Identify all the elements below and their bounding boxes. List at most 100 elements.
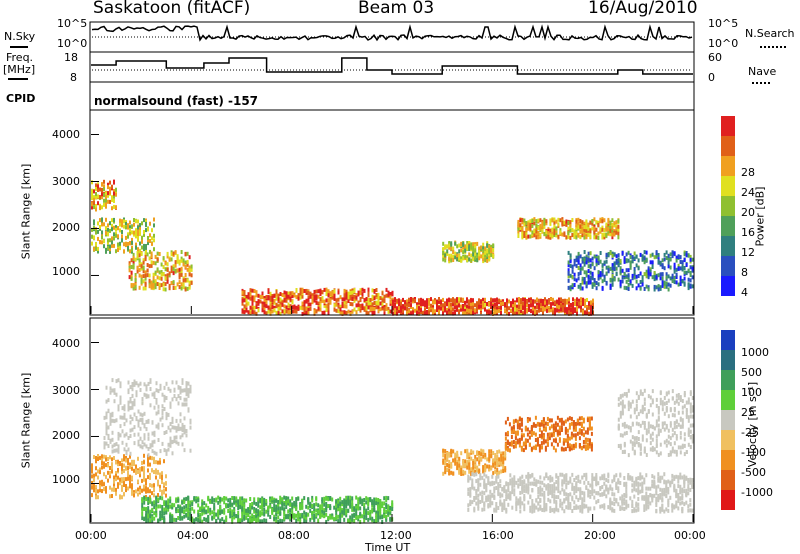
power-cell (464, 254, 467, 259)
velocity-cell (540, 430, 543, 435)
power-cell (137, 247, 139, 252)
velocity-cell (345, 513, 348, 518)
power-cell (529, 234, 532, 239)
power-cell (609, 220, 612, 225)
power-cell (319, 292, 322, 297)
velocity-cell (159, 484, 161, 489)
velocity-cell (255, 513, 258, 518)
power-cell (480, 245, 483, 250)
velocity-cell (169, 504, 172, 509)
power-cell (476, 241, 479, 246)
power-cell (406, 311, 408, 316)
velocity-cell (524, 439, 527, 444)
velocity-cell (514, 430, 517, 435)
velocity-cell (121, 470, 123, 475)
power-cell (555, 233, 558, 238)
power-cell (343, 289, 346, 294)
power-cell (492, 307, 494, 312)
power-cell (559, 218, 562, 223)
power-cell (470, 245, 473, 250)
velocity-cell (263, 500, 266, 504)
power-cell (121, 230, 123, 234)
power-cell (601, 286, 604, 291)
velocity-cell (291, 514, 294, 519)
power-cell (383, 299, 386, 303)
velocity-cell (115, 487, 117, 492)
power-cell (133, 222, 135, 227)
power-cell (158, 270, 161, 275)
velocity-cell (129, 428, 132, 433)
power-cell (611, 222, 614, 227)
power-cell (247, 292, 250, 297)
power-cell (572, 304, 574, 309)
power-cell (174, 269, 177, 274)
power-cell (498, 305, 500, 310)
power-cell (577, 272, 580, 277)
power-cell (667, 256, 670, 261)
power-cell (543, 224, 546, 229)
velocity-cell (301, 505, 304, 510)
velocity-cell (488, 453, 491, 458)
power-cell (158, 252, 161, 256)
power-cell (522, 305, 524, 310)
power-cell (587, 226, 590, 231)
power-cell (625, 274, 628, 279)
power-cell (454, 255, 457, 259)
velocity-cell (159, 474, 161, 479)
velocity-cell (295, 497, 298, 502)
velocity-cell (97, 454, 99, 459)
velocity-cell (265, 518, 268, 523)
velocity-cell (119, 461, 121, 465)
power-cell (593, 278, 596, 282)
power-cell (245, 299, 248, 304)
power-cell (623, 272, 626, 277)
power-cell (595, 233, 598, 237)
velocity-cell (317, 503, 320, 508)
velocity-cell (139, 381, 142, 386)
velocity-cell (171, 505, 174, 510)
velocity-cell (371, 509, 374, 514)
power-cell (504, 308, 506, 313)
velocity-cell (145, 497, 148, 502)
power-cell (524, 307, 526, 312)
power-cell (180, 250, 183, 254)
power-cell (428, 298, 430, 302)
power-cell (137, 228, 139, 233)
velocity-cell (542, 421, 545, 426)
power-cell (488, 302, 490, 307)
power-cell (576, 311, 578, 316)
velocity-cell (169, 436, 172, 441)
power-cell (665, 256, 668, 260)
power-cell (130, 265, 133, 269)
velocity-cell (468, 455, 471, 459)
velocity-cell (377, 501, 380, 506)
velocity-cell (496, 467, 499, 472)
velocity-cell (149, 513, 152, 518)
velocity-cell (345, 495, 348, 500)
power-cell (178, 275, 181, 280)
power-cell (588, 312, 590, 316)
power-cell (186, 259, 189, 264)
power-cell (518, 305, 520, 309)
velocity-cell (179, 387, 182, 392)
power-cell (470, 298, 472, 303)
velocity-cell (327, 497, 330, 502)
power-cell (277, 299, 280, 304)
power-cell (117, 248, 119, 252)
power-cell (683, 270, 686, 275)
power-cell (152, 284, 155, 289)
velocity-cell (520, 435, 523, 440)
velocity-cell (143, 433, 146, 438)
power-cell (285, 291, 288, 296)
velocity-cell (131, 393, 134, 398)
velocity-cell (381, 501, 384, 506)
power-cell (115, 249, 117, 254)
power-cell (139, 241, 141, 246)
velocity-cell (153, 500, 156, 505)
velocity-cell (482, 468, 485, 473)
velocity-cell (506, 430, 509, 435)
power-cell (107, 228, 109, 232)
xtick-0000: 00:00 (75, 529, 107, 542)
power-cell (584, 303, 586, 308)
power-cell (446, 307, 448, 312)
